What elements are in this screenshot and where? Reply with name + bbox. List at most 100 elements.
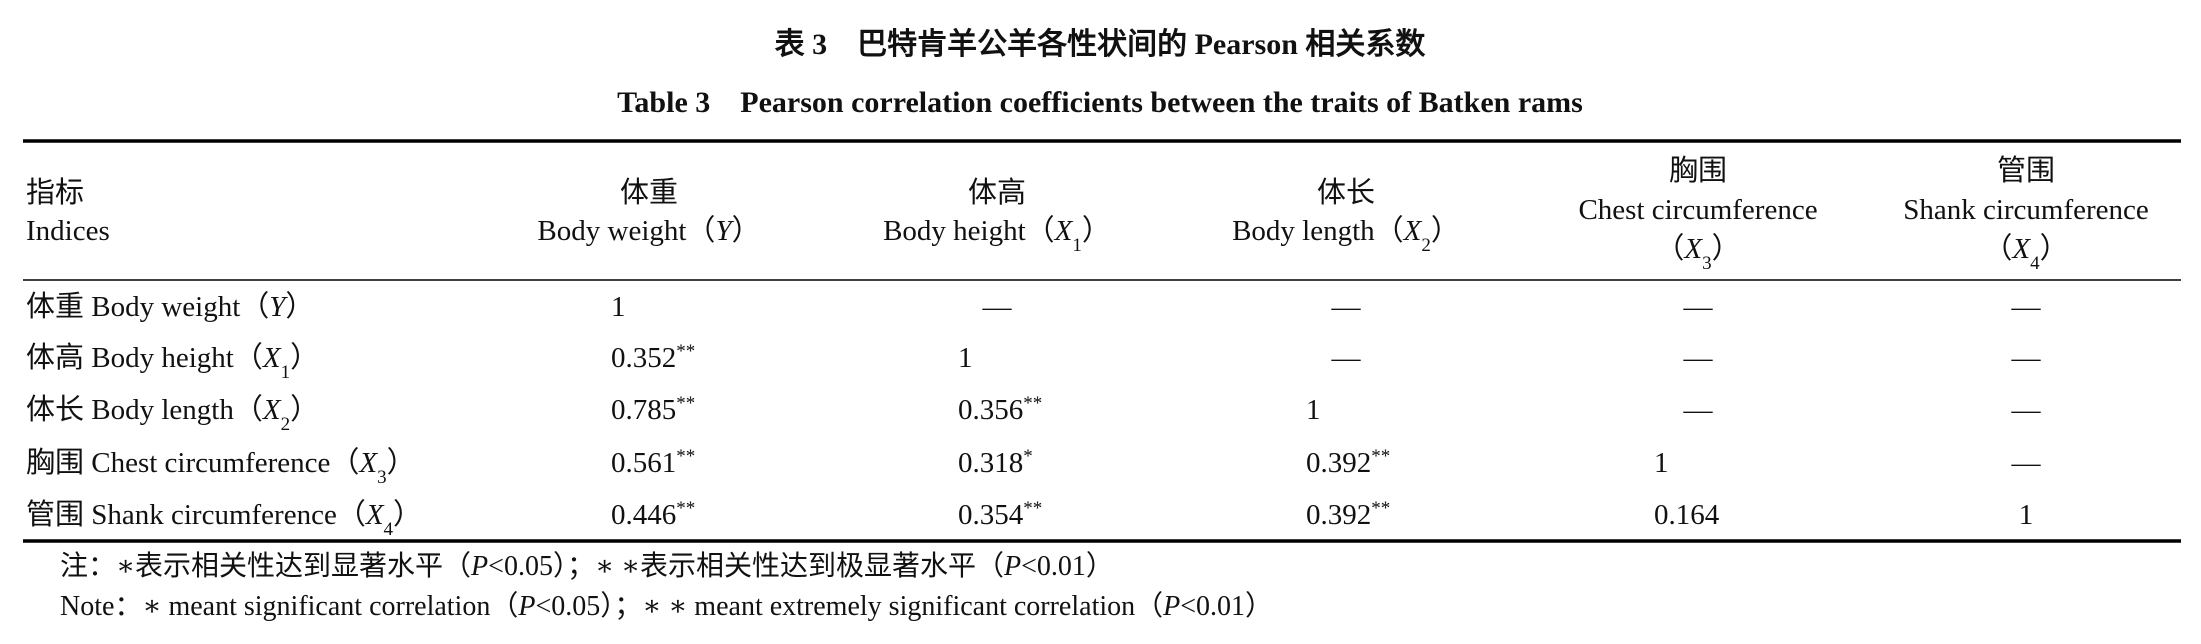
column-header: 管围 [1997, 154, 2055, 187]
row-label: 体重 Body weight（Y） [26, 290, 314, 323]
text-run: 0.392 [1306, 447, 1371, 479]
title-zh-text: 表 3 巴特肯羊公羊各性状间的 Pearson 相关系数 [775, 27, 1427, 61]
supscript: ** [676, 446, 695, 467]
text-run: 体长 [1317, 176, 1375, 209]
subscript: 4 [384, 519, 394, 540]
supscript: ** [676, 341, 695, 362]
text-run: ） [732, 215, 761, 247]
italic-run: Y [269, 291, 288, 323]
text-run: ） [2040, 233, 2069, 265]
text-run: 注：∗表示相关性达到显著水平（ [60, 550, 471, 582]
italic-run: X [262, 342, 282, 374]
cell: 0.785** [611, 393, 695, 427]
italic-run: X [358, 447, 378, 479]
text-run: （ [1983, 233, 2012, 265]
supscript: ** [676, 498, 695, 519]
text-run: 0.392 [1306, 499, 1371, 531]
column-header: 体长 [1317, 176, 1375, 209]
cell: 0.352** [611, 341, 695, 375]
text-run: — [2011, 394, 2042, 426]
cell: — [2011, 291, 2042, 323]
column-header: Body length（X2） [1232, 215, 1460, 256]
text-run: 体重 Body weight（ [26, 290, 269, 323]
text-run: ） [1712, 233, 1741, 265]
cell: 0.164 [1654, 499, 1720, 531]
subscript: 3 [1702, 253, 1712, 274]
supscript: ** [1023, 498, 1042, 519]
cell: — [2011, 342, 2042, 374]
text-run: — [2011, 447, 2042, 479]
text-run: Chest circumference [1578, 194, 1817, 226]
text-run: 0.356 [958, 394, 1023, 426]
cell: 0.318* [958, 446, 1033, 480]
text-run: 1 [1654, 447, 1669, 479]
text-run: Note：∗ meant significant correlation（ [60, 590, 518, 622]
italic-run: P [1003, 551, 1021, 582]
text-run: ） [285, 291, 314, 323]
text-run: 体重 [620, 176, 678, 209]
text-run: 0.446 [611, 499, 676, 531]
title-zh: 表 3 巴特肯羊公羊各性状间的 Pearson 相关系数 [775, 27, 1427, 61]
supscript: ** [676, 393, 695, 414]
note-line: Note：∗ meant significant correlation（P<0… [60, 590, 1273, 622]
text-run: <0.01） [1021, 550, 1114, 582]
text-run: — [2011, 342, 2042, 374]
text-run: — [1331, 342, 1362, 374]
text-run: <0.05）；∗ ∗表示相关性达到极显著水平（ [488, 550, 1004, 582]
text-run: 0.318 [958, 447, 1023, 479]
subscript: 2 [281, 414, 291, 435]
text-run: 1 [2019, 499, 2034, 531]
text-run: Indices [26, 215, 110, 247]
text-run: 管围 Shank circumference（ [26, 498, 366, 531]
row-label: 体长 Body length（X2） [26, 393, 319, 435]
column-header: Chest circumference [1578, 194, 1817, 226]
subscript: 2 [1421, 235, 1431, 256]
cell: 1 [1654, 447, 1669, 479]
supscript: ** [1023, 393, 1042, 414]
text-run: 0.354 [958, 499, 1024, 531]
text-run: — [2011, 291, 2042, 323]
text-run: 0.164 [1654, 499, 1720, 531]
subscript: 1 [1072, 235, 1082, 256]
text-run: ） [1431, 215, 1460, 247]
text-run: 1 [958, 342, 973, 374]
row-label: 胸围 Chest circumference（X3） [26, 446, 416, 488]
title-en: Table 3 Pearson correlation coefficients… [617, 86, 1583, 119]
supscript: ** [1371, 446, 1390, 467]
cell: — [982, 291, 1013, 323]
cell: — [1683, 394, 1714, 426]
text-run: — [1683, 291, 1714, 323]
cell: 1 [611, 291, 626, 323]
note-line: 注：∗表示相关性达到显著水平（P<0.05）；∗ ∗表示相关性达到极显著水平（P… [60, 550, 1114, 582]
italic-run: X [365, 499, 385, 531]
text-run: Body length（ [1232, 215, 1404, 247]
italic-run: X [1054, 215, 1074, 247]
row-label: 体高 Body height（X1） [26, 341, 319, 383]
cell: — [1331, 342, 1362, 374]
text-run: Body height（ [883, 215, 1055, 247]
cell: — [1683, 291, 1714, 323]
cell: — [1683, 342, 1714, 374]
text-run: Shank circumference [1903, 194, 2149, 226]
text-run: ） [1082, 215, 1111, 247]
italic-run: X [1683, 233, 1703, 265]
italic-run: P [517, 591, 535, 622]
text-run: ） [290, 342, 319, 374]
text-run: 体高 [968, 176, 1026, 209]
cell: 1 [958, 342, 973, 374]
text-run: — [1683, 394, 1714, 426]
cell: 0.356** [958, 393, 1042, 427]
cell: — [2011, 447, 2042, 479]
text-run: 0.561 [611, 447, 676, 479]
title-en-text: Table 3 Pearson correlation coefficients… [617, 86, 1583, 119]
italic-run: P [470, 551, 488, 582]
text-run: 管围 [1997, 154, 2055, 187]
column-header: （X4） [1983, 233, 2068, 274]
column-header: 胸围 [1669, 154, 1727, 187]
index-header: 指标 [26, 176, 84, 209]
subscript: 1 [281, 362, 291, 383]
text-run: 0.785 [611, 394, 676, 426]
text-run: ） [387, 447, 416, 479]
text-run: 胸围 Chest circumference（ [26, 446, 359, 479]
text-run: 0.352 [611, 342, 676, 374]
